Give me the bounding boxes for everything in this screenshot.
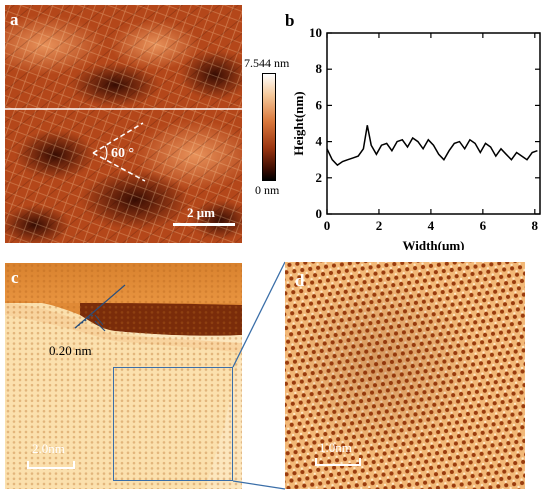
y-tick-label: 4 [316,134,323,149]
x-tick-label: 0 [324,218,331,233]
y-tick-label: 8 [316,61,323,76]
stm-step-image [5,263,242,489]
x-tick-label: 6 [480,218,487,233]
panel-d-scalebar-label: 1.0nm [319,440,352,455]
colorbar [262,73,276,181]
x-axis-label: Width(μm) [402,238,464,250]
panel-a-scalebar [173,223,235,226]
stm-image-panel-c: c 0.20 nm 2.0nm [5,263,242,489]
panel-c-label: c [11,268,19,287]
plot-frame [326,32,541,215]
angle-label: 60 ° [111,146,135,161]
panel-a-scalebar-label: 2 μm [187,205,215,220]
panel-d-scalebar [315,458,361,466]
colorbar-max-label: 7.544 nm [244,56,290,70]
y-axis-label: Height(nm) [291,91,306,155]
panel-d-label: d [295,271,305,290]
stm-image-panel-d: d 1.0nm [285,262,525,489]
x-tick-label: 2 [376,218,383,233]
height-profile-chart: 0 2 4 6 8 0 2 4 6 8 10 Width(μm) Height(nm) [291,25,541,250]
step-height-label: 0.20 nm [49,343,92,358]
colorbar-min-label: 0 nm [255,183,280,197]
afm-image-panel-a: a 60 ° 2 μm [5,5,242,243]
stm-atomic-lattice-image [285,262,525,489]
y-tick-label: 6 [316,97,323,112]
panel-c-scalebar [27,461,75,469]
zoom-region-box [113,367,233,481]
panel-b-label: b [285,11,295,30]
panel-a-label: a [10,10,19,29]
y-tick-label: 0 [316,206,323,221]
y-tick-label: 10 [309,25,322,40]
height-profile-line [326,125,538,167]
afm-topography-image [5,5,242,243]
x-tick-label: 4 [428,218,435,233]
panel-c-scalebar-label: 2.0nm [32,441,65,456]
y-tick-label: 2 [316,170,323,185]
x-tick-label: 8 [532,218,539,233]
